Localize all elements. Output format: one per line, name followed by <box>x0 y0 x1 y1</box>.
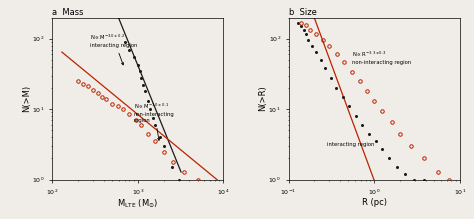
Text: N$\propto$M$^{-1.0\pm0.1}$
non-interacting
region: N$\propto$M$^{-1.0\pm0.1}$ non-interacti… <box>134 102 174 140</box>
Y-axis label: N(>R): N(>R) <box>258 86 267 111</box>
Text: b  Size: b Size <box>289 8 316 17</box>
X-axis label: R (pc): R (pc) <box>362 198 387 207</box>
Text: N$\propto$M$^{-3.0\pm0.2}$
interacting region: N$\propto$M$^{-3.0\pm0.2}$ interacting r… <box>91 33 138 65</box>
Text: interacting region: interacting region <box>327 141 374 147</box>
Y-axis label: N(>M): N(>M) <box>22 85 31 112</box>
X-axis label: M$_{\rm LTE}$ (M$_{\odot}$): M$_{\rm LTE}$ (M$_{\odot}$) <box>117 198 158 210</box>
Text: N$\propto$R$^{-3.3\pm0.3}$
non-interacting region: N$\propto$R$^{-3.3\pm0.3}$ non-interacti… <box>352 49 411 65</box>
Text: a  Mass: a Mass <box>52 8 83 17</box>
